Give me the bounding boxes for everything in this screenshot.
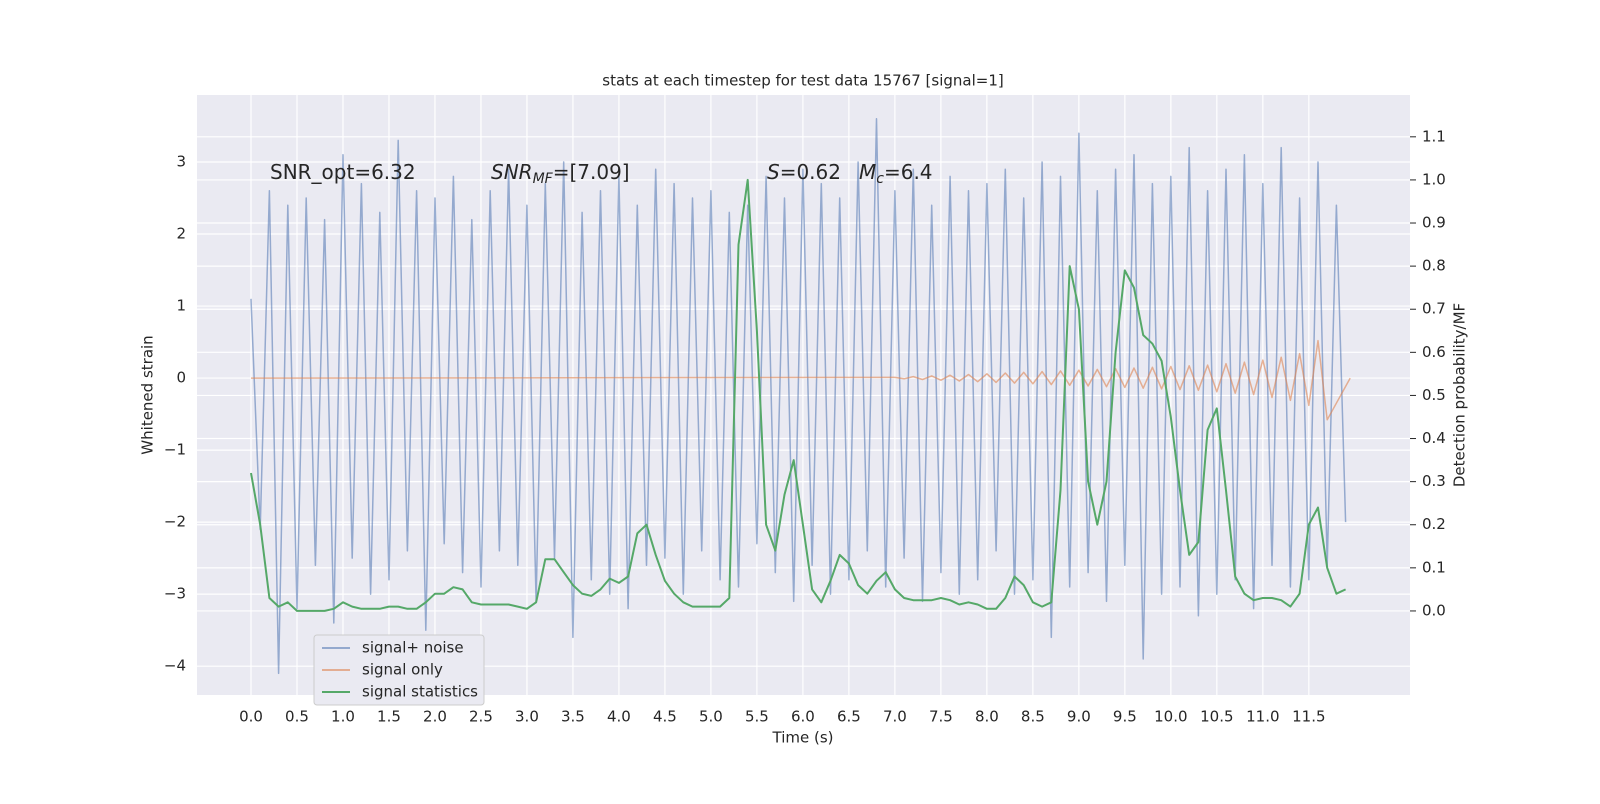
y-tick-label: 2 [176,225,186,243]
y-tick-label: −2 [164,513,186,531]
x-tick-label: 11.5 [1292,708,1325,726]
x-tick-label: 1.0 [331,708,355,726]
x-tick-label: 10.0 [1154,708,1187,726]
annotation: S=0.62 [767,160,841,184]
x-tick-label: 8.5 [1021,708,1045,726]
y2-axis-label: Detection probability/MF [1451,303,1469,487]
x-tick-label: 8.0 [975,708,999,726]
x-tick-label: 10.5 [1200,708,1233,726]
x-tick-label: 7.5 [929,708,953,726]
annotation-rest: =6.4 [884,160,933,184]
annotation-sub: MF [533,171,554,187]
y2-tick-label: 0.7 [1422,300,1446,318]
y2-tick-label: 0.1 [1422,558,1446,576]
x-tick-label: 9.5 [1113,708,1137,726]
y-tick-label: −3 [164,585,186,603]
y2-tick-label: 0.2 [1422,515,1446,533]
series-line [250,178,1347,612]
y2-tick-label: 0.8 [1422,257,1446,275]
x-tick-label: 5.5 [745,708,769,726]
x-tick-label: 4.0 [607,708,631,726]
y2-tick-label: 0.0 [1422,601,1446,619]
annotation-rest: =[7.09] [553,160,630,184]
annotation: SNR_opt=6.32 [270,160,416,184]
x-tick-label: 6.5 [837,708,861,726]
x-tick-label: 3.5 [561,708,585,726]
y2-tick-label: 0.6 [1422,343,1446,361]
legend-label: signal statistics [362,683,478,701]
x-tick-label: 11.0 [1246,708,1279,726]
annotation: Mc=6.4 [859,160,933,188]
x-tick-label: 5.0 [699,708,723,726]
series-line [250,339,1351,421]
legend-label: signal only [362,661,443,679]
y-tick-label: 3 [176,152,186,170]
y2-tick-label: 1.0 [1422,170,1446,188]
y-tick-label: 0 [176,369,186,387]
annotation-rest: =0.62 [780,160,841,184]
chart-title: stats at each timestep for test data 157… [602,72,1003,90]
y2-tick-label: 0.3 [1422,472,1446,490]
x-tick-label: 7.0 [883,708,907,726]
y-axis-label: Whitened strain [139,335,157,454]
annotation-main: SNR [491,160,533,184]
annotation-main: M [859,160,876,184]
x-tick-label: 2.0 [423,708,447,726]
y2-tick-label: 0.9 [1422,214,1446,232]
x-axis-label: Time (s) [772,729,834,747]
x-tick-label: 4.5 [653,708,677,726]
y-tick-label: −1 [164,441,186,459]
annotation-main: SNR_opt=6.32 [270,160,416,184]
y-tick-label: −4 [164,657,186,675]
x-tick-label: 3.0 [515,708,539,726]
legend-label: signal+ noise [362,639,464,657]
y2-tick-label: 0.5 [1422,386,1446,404]
x-tick-label: 2.5 [469,708,493,726]
x-tick-label: 0.0 [239,708,263,726]
x-tick-label: 1.5 [377,708,401,726]
legend: signal+ noise signal only signal statistic… [313,634,485,706]
annotation: SNRMF=[7.09] [491,160,630,188]
x-tick-label: 9.0 [1067,708,1091,726]
series-line [250,118,1347,675]
legend-box [313,634,485,706]
annotation-sub: c [876,171,884,187]
x-tick-label: 0.5 [285,708,309,726]
y2-tick-label: 1.1 [1422,127,1446,145]
annotation-main: S [767,160,780,184]
x-tick-label: 6.0 [791,708,815,726]
y-tick-label: 1 [176,297,186,315]
y2-tick-label: 0.4 [1422,429,1446,447]
